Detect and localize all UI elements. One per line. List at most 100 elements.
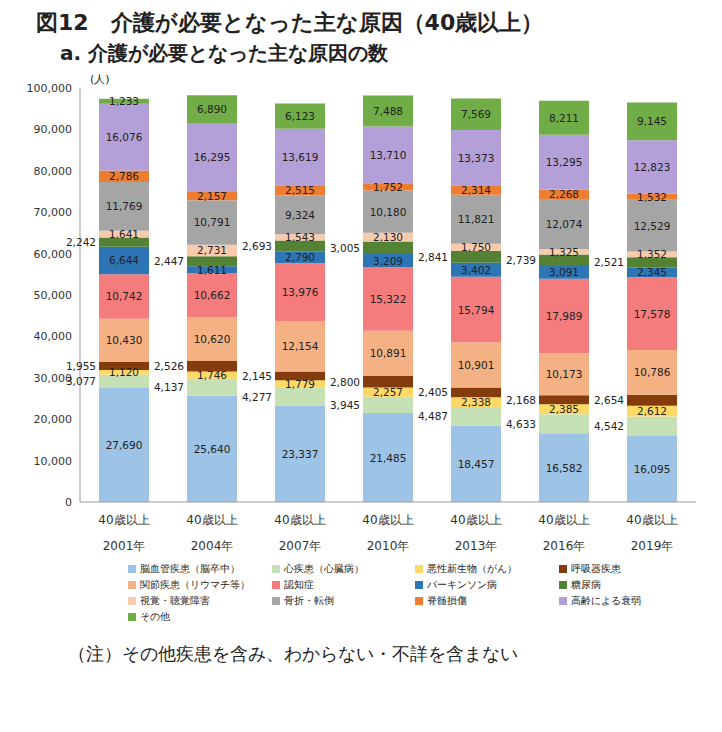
svg-text:40歳以上: 40歳以上 bbox=[450, 513, 501, 527]
svg-text:6,890: 6,890 bbox=[197, 103, 227, 115]
svg-text:2,790: 2,790 bbox=[285, 251, 315, 263]
svg-text:1,120: 1,120 bbox=[109, 366, 139, 378]
svg-text:2,654: 2,654 bbox=[594, 394, 624, 406]
svg-text:0: 0 bbox=[65, 496, 72, 509]
svg-text:10,000: 10,000 bbox=[34, 455, 73, 468]
svg-text:10,430: 10,430 bbox=[106, 334, 143, 346]
svg-text:1,752: 1,752 bbox=[373, 181, 403, 193]
svg-text:1,955: 1,955 bbox=[66, 360, 96, 372]
svg-text:70,000: 70,000 bbox=[34, 206, 73, 219]
svg-text:3,209: 3,209 bbox=[373, 255, 403, 267]
svg-text:2004年: 2004年 bbox=[191, 539, 234, 553]
svg-text:10,180: 10,180 bbox=[370, 206, 407, 218]
svg-text:2,739: 2,739 bbox=[506, 254, 536, 266]
svg-text:10,901: 10,901 bbox=[458, 359, 495, 371]
svg-text:1,611: 1,611 bbox=[197, 264, 227, 276]
svg-text:2,526: 2,526 bbox=[154, 360, 184, 372]
svg-text:6,644: 6,644 bbox=[109, 254, 139, 266]
svg-text:2,447: 2,447 bbox=[154, 255, 184, 267]
svg-text:4,277: 4,277 bbox=[242, 391, 272, 403]
svg-text:1,746: 1,746 bbox=[197, 369, 227, 381]
svg-text:2,338: 2,338 bbox=[461, 396, 491, 408]
svg-text:3,402: 3,402 bbox=[461, 264, 491, 276]
svg-text:20,000: 20,000 bbox=[34, 413, 73, 426]
svg-text:2,405: 2,405 bbox=[418, 386, 448, 398]
svg-text:2,693: 2,693 bbox=[242, 240, 272, 252]
svg-text:10,620: 10,620 bbox=[194, 333, 231, 345]
svg-text:40歳以上: 40歳以上 bbox=[538, 513, 589, 527]
svg-text:9,145: 9,145 bbox=[637, 115, 667, 127]
svg-text:10,791: 10,791 bbox=[194, 216, 231, 228]
svg-text:18,457: 18,457 bbox=[458, 458, 495, 470]
svg-text:16,095: 16,095 bbox=[634, 463, 671, 475]
svg-text:13,976: 13,976 bbox=[282, 286, 319, 298]
svg-text:1,779: 1,779 bbox=[285, 378, 315, 390]
svg-text:12,154: 12,154 bbox=[282, 340, 319, 352]
svg-text:3,005: 3,005 bbox=[330, 242, 360, 254]
svg-text:3,945: 3,945 bbox=[330, 399, 360, 411]
svg-text:15,322: 15,322 bbox=[370, 293, 407, 305]
svg-text:10,173: 10,173 bbox=[546, 368, 583, 380]
svg-text:1,750: 1,750 bbox=[461, 241, 491, 253]
svg-text:2010年: 2010年 bbox=[367, 539, 410, 553]
svg-text:40,000: 40,000 bbox=[34, 330, 73, 343]
svg-text:6,123: 6,123 bbox=[285, 110, 315, 122]
svg-text:3,091: 3,091 bbox=[549, 266, 579, 278]
svg-text:10,891: 10,891 bbox=[370, 347, 407, 359]
svg-text:2,345: 2,345 bbox=[637, 266, 667, 278]
svg-text:2,385: 2,385 bbox=[549, 403, 579, 415]
svg-text:2,612: 2,612 bbox=[637, 405, 667, 417]
svg-text:2013年: 2013年 bbox=[455, 539, 498, 553]
svg-text:4,487: 4,487 bbox=[418, 410, 448, 422]
svg-text:16,582: 16,582 bbox=[546, 462, 583, 474]
svg-text:11,821: 11,821 bbox=[458, 213, 495, 225]
svg-text:4,542: 4,542 bbox=[594, 420, 624, 432]
svg-text:2001年: 2001年 bbox=[103, 539, 146, 553]
svg-text:1,532: 1,532 bbox=[637, 191, 667, 203]
svg-text:1,352: 1,352 bbox=[637, 248, 667, 260]
svg-text:40歳以上: 40歳以上 bbox=[98, 513, 149, 527]
svg-text:40歳以上: 40歳以上 bbox=[362, 513, 413, 527]
svg-text:11,769: 11,769 bbox=[106, 200, 143, 212]
svg-text:50,000: 50,000 bbox=[34, 289, 73, 302]
svg-text:2,268: 2,268 bbox=[549, 188, 579, 200]
svg-text:2,157: 2,157 bbox=[197, 190, 227, 202]
svg-text:16,076: 16,076 bbox=[106, 131, 143, 143]
svg-text:2,130: 2,130 bbox=[373, 231, 403, 243]
svg-text:15,794: 15,794 bbox=[458, 304, 495, 316]
svg-text:2,521: 2,521 bbox=[594, 256, 624, 268]
svg-text:1,543: 1,543 bbox=[285, 231, 315, 243]
svg-text:16,295: 16,295 bbox=[194, 151, 231, 163]
svg-text:27,690: 27,690 bbox=[106, 439, 143, 451]
svg-text:2,786: 2,786 bbox=[109, 170, 139, 182]
svg-text:7,488: 7,488 bbox=[373, 105, 403, 117]
svg-text:17,989: 17,989 bbox=[546, 310, 583, 322]
svg-text:1,325: 1,325 bbox=[549, 246, 579, 258]
svg-text:40歳以上: 40歳以上 bbox=[274, 513, 325, 527]
svg-text:40歳以上: 40歳以上 bbox=[626, 513, 677, 527]
svg-text:3,077: 3,077 bbox=[66, 375, 96, 387]
svg-text:10,786: 10,786 bbox=[634, 366, 671, 378]
svg-text:60,000: 60,000 bbox=[34, 248, 73, 261]
svg-text:2,242: 2,242 bbox=[66, 236, 96, 248]
svg-text:4,137: 4,137 bbox=[154, 381, 184, 393]
svg-text:12,074: 12,074 bbox=[546, 218, 583, 230]
svg-text:13,373: 13,373 bbox=[458, 152, 495, 164]
svg-text:2,800: 2,800 bbox=[330, 376, 360, 388]
svg-text:17,578: 17,578 bbox=[634, 308, 671, 320]
svg-text:2019年: 2019年 bbox=[631, 539, 674, 553]
svg-text:1,641: 1,641 bbox=[109, 228, 139, 240]
svg-text:8,211: 8,211 bbox=[549, 112, 579, 124]
svg-text:10,662: 10,662 bbox=[194, 289, 231, 301]
svg-text:80,000: 80,000 bbox=[34, 165, 73, 178]
svg-text:23,337: 23,337 bbox=[282, 448, 319, 460]
svg-text:25,640: 25,640 bbox=[194, 443, 231, 455]
svg-text:2,168: 2,168 bbox=[506, 394, 536, 406]
svg-text:4,633: 4,633 bbox=[506, 418, 536, 430]
svg-text:2,314: 2,314 bbox=[461, 184, 491, 196]
svg-text:7,569: 7,569 bbox=[461, 108, 491, 120]
svg-text:40歳以上: 40歳以上 bbox=[186, 513, 237, 527]
svg-text:2016年: 2016年 bbox=[543, 539, 586, 553]
svg-text:10,742: 10,742 bbox=[106, 290, 143, 302]
svg-text:1,233: 1,233 bbox=[109, 95, 139, 107]
